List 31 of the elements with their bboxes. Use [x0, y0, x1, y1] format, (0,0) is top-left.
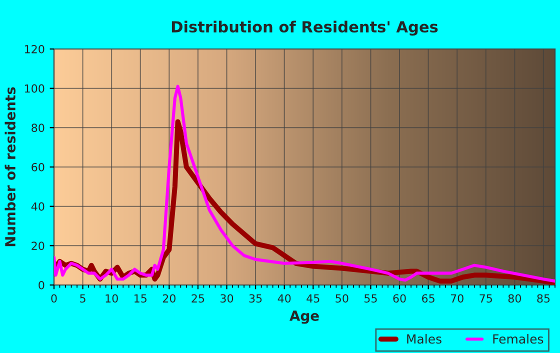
- y-tick-label: 40: [31, 202, 44, 211]
- chart-title: Distribution of Residents' Ages: [172, 20, 438, 36]
- y-axis-title: Number of residents: [4, 87, 16, 246]
- x-tick-label: 30: [220, 294, 234, 303]
- x-tick-label: 10: [106, 294, 118, 303]
- y-tick-label: 80: [32, 124, 44, 132]
- y-tick-label: 100: [24, 84, 44, 93]
- x-tick-label: 15: [134, 294, 146, 303]
- x-tick-label: 45: [306, 294, 320, 303]
- x-tick-label: 40: [278, 294, 291, 303]
- x-tick-label: 75: [480, 294, 492, 303]
- line-series: [54, 84, 555, 283]
- x-tick-label: 60: [393, 294, 406, 303]
- y-tick-label: 120: [24, 44, 44, 54]
- x-tick-label: 0: [51, 294, 57, 303]
- x-tick-label: 50: [336, 294, 348, 303]
- x-tick-label: 5: [80, 294, 86, 303]
- x-tick-label: 35: [249, 294, 262, 303]
- legend-label: Females: [493, 334, 544, 344]
- x-tick-label: 80: [508, 294, 522, 303]
- x-tick-label: 25: [192, 294, 204, 303]
- x-tick-label: 65: [422, 294, 434, 303]
- y-tick-label: 20: [32, 242, 44, 250]
- y-tick-label: 0: [38, 280, 44, 290]
- x-tick-label: 55: [364, 294, 377, 303]
- x-tick-label: 20: [162, 294, 176, 303]
- legend-label: Males: [407, 334, 442, 344]
- x-tick-label: 70: [450, 294, 464, 303]
- y-tick-label: 60: [32, 162, 44, 172]
- x-axis-title: Age: [290, 310, 319, 324]
- x-tick-label: 85: [537, 294, 550, 303]
